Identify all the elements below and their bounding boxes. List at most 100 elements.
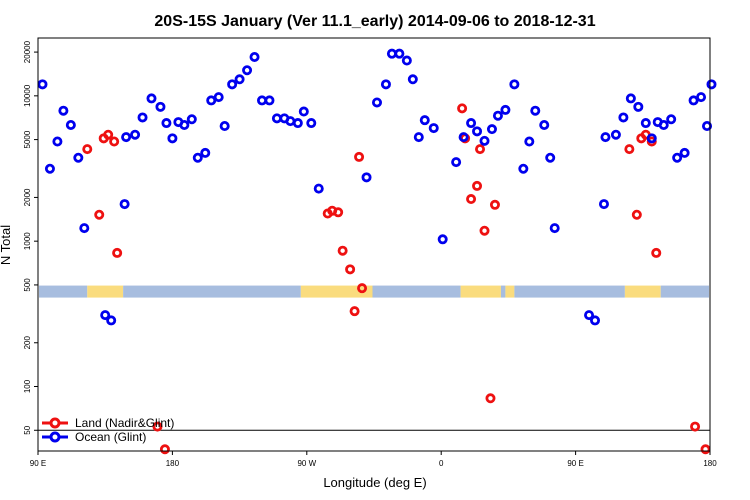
ocean-point <box>234 74 245 85</box>
ocean-point <box>37 79 48 90</box>
y-tick-label: 500 <box>23 278 32 292</box>
ocean-point <box>598 199 609 210</box>
ocean-point <box>242 65 253 76</box>
ocean-point <box>413 132 424 143</box>
legend-marker-land <box>49 417 61 429</box>
y-tick-label: 5000 <box>23 130 32 148</box>
ocean-point <box>100 310 111 321</box>
ocean-point <box>419 115 430 126</box>
ocean-point <box>206 95 217 106</box>
coverage-band <box>39 285 709 298</box>
ocean-point <box>58 105 69 116</box>
ocean-point <box>146 93 157 104</box>
ocean-point <box>539 119 550 130</box>
coverage-segment-land <box>624 285 661 298</box>
ocean-point <box>298 106 309 117</box>
chart-title: 20S-15S January (Ver 11.1_early) 2014-09… <box>154 13 595 30</box>
x-tick-label: 90 W <box>297 459 316 468</box>
ocean-point <box>401 55 412 66</box>
y-axis-label: N Total <box>0 225 13 265</box>
coverage-segment-ocean <box>660 285 709 298</box>
legend-label-land: Land (Nadir&Glint) <box>75 416 174 430</box>
ocean-point <box>500 104 511 115</box>
ocean-point <box>179 119 190 130</box>
coverage-segment-land <box>300 285 373 298</box>
ocean-point <box>640 118 651 129</box>
y-tick-label: 2000 <box>23 188 32 206</box>
y-tick-label: 50 <box>23 425 32 434</box>
x-axis: 90 E 180 90 W 0 90 E 180 <box>30 451 717 468</box>
y-tick-label: 1000 <box>23 232 32 250</box>
y-tick-label: 100 <box>23 379 32 393</box>
land-point <box>345 264 356 275</box>
ocean-point <box>688 95 699 106</box>
land-point <box>475 144 486 155</box>
x-tick-label: 90 E <box>30 459 46 468</box>
ocean-point <box>658 119 669 130</box>
land-series <box>82 103 711 455</box>
y-tick-label: 200 <box>23 336 32 350</box>
x-tick-label: 90 E <box>567 459 583 468</box>
ocean-point <box>167 133 178 144</box>
ocean-point <box>428 123 439 134</box>
land-point <box>152 421 163 432</box>
ocean-point <box>666 114 677 125</box>
ocean-point <box>584 310 595 321</box>
ocean-point <box>292 118 303 129</box>
ocean-point <box>679 147 690 158</box>
land-point <box>624 144 635 155</box>
ocean-point <box>672 152 683 163</box>
ocean-point <box>155 101 166 112</box>
y-tick-label: 10000 <box>23 84 32 107</box>
ocean-point <box>545 152 556 163</box>
ocean-point <box>492 110 503 121</box>
ocean-point <box>437 234 448 245</box>
legend-item-ocean: Ocean (Glint) <box>42 430 146 444</box>
coverage-segment-land <box>505 285 515 298</box>
x-tick-label: 180 <box>166 459 180 468</box>
land-point <box>472 180 483 191</box>
land-point <box>333 207 344 218</box>
land-point <box>457 103 468 114</box>
ocean-point <box>549 223 560 234</box>
ocean-point <box>161 118 172 129</box>
land-point <box>337 245 348 256</box>
ocean-point <box>264 95 275 106</box>
land-point <box>82 144 93 155</box>
ocean-point <box>646 133 657 144</box>
coverage-segment-ocean <box>123 285 301 298</box>
ocean-point <box>524 136 535 147</box>
ocean-point <box>509 79 520 90</box>
ocean-point <box>696 92 707 103</box>
land-point <box>700 444 711 455</box>
ocean-point <box>73 152 84 163</box>
land-point <box>112 247 123 258</box>
x-tick-label: 0 <box>439 459 444 468</box>
ocean-point <box>130 129 141 140</box>
ocean-point <box>618 112 629 123</box>
ocean-point <box>610 129 621 140</box>
ocean-point <box>702 121 713 132</box>
y-axis: 50 100 200 500 1000 2000 5000 10000 20000 <box>23 40 38 435</box>
ocean-point <box>192 152 203 163</box>
legend-item-land: Land (Nadir&Glint) <box>42 416 174 430</box>
land-point <box>651 247 662 258</box>
coverage-segment-land <box>87 285 124 298</box>
plot-frame <box>37 37 711 452</box>
land-point <box>466 194 477 205</box>
ocean-point <box>213 92 224 103</box>
y-tick-label: 20000 <box>23 40 32 63</box>
ocean-point <box>530 105 541 116</box>
ocean-point <box>121 132 132 143</box>
land-point <box>94 209 105 220</box>
ocean-point <box>119 199 130 210</box>
ocean-point <box>44 163 55 174</box>
land-point <box>349 306 360 317</box>
ocean-point <box>451 157 462 168</box>
land-point <box>109 136 120 147</box>
ocean-point <box>313 183 324 194</box>
x-axis-label: Longitude (deg E) <box>323 475 426 490</box>
ocean-point <box>361 172 372 183</box>
land-point <box>357 283 368 294</box>
